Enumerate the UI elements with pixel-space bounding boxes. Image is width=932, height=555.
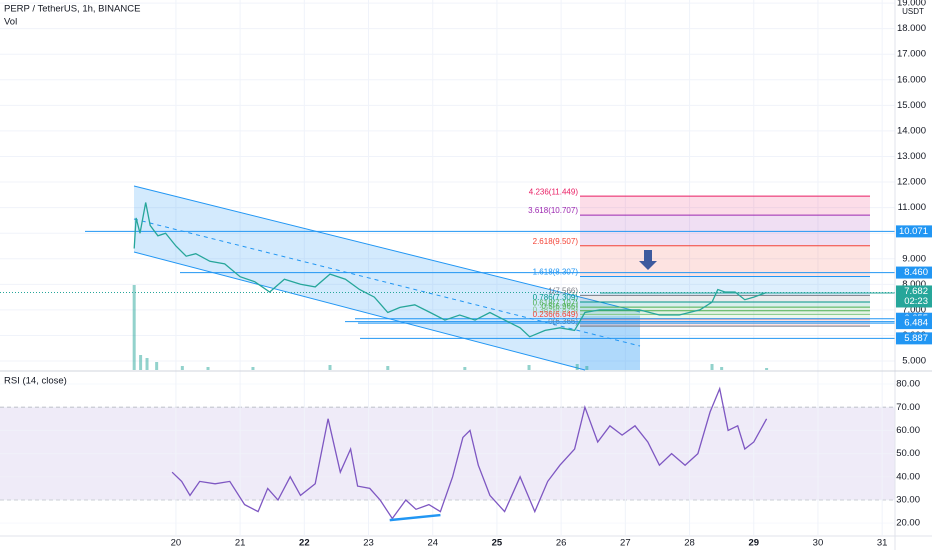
volume-bar xyxy=(155,362,159,370)
rsi-label: RSI (14, close) xyxy=(4,376,67,387)
x-tick-label: 23 xyxy=(363,538,374,549)
y-tick-label: 20.00 xyxy=(896,518,920,529)
level-label: 5.887 xyxy=(904,333,928,344)
level-badge xyxy=(896,266,932,279)
fib-zone xyxy=(580,318,870,327)
level-label: 10.071 xyxy=(899,226,928,237)
x-tick-label: 30 xyxy=(813,538,824,549)
fib-label: 2.618(9.507) xyxy=(533,237,579,246)
y-tick-label: 18.000 xyxy=(897,23,926,34)
countdown-label: 02:23 xyxy=(904,296,928,307)
y-tick-label: 11.000 xyxy=(898,202,926,213)
divergence-line xyxy=(389,513,441,522)
volume-bar xyxy=(710,364,714,370)
y-tick-label: 80.00 xyxy=(896,379,920,390)
fib-label: 0.382(6.825) xyxy=(533,305,579,314)
volume-label: Vol xyxy=(4,17,17,28)
y-tick-label: 19.000 xyxy=(897,0,926,9)
channel-top xyxy=(133,185,641,313)
fib-label: 0.618(7.107) xyxy=(533,298,579,307)
y-tick-label: 8.000 xyxy=(902,279,926,290)
fib-label: 4.236(11.449) xyxy=(529,187,579,196)
channel-bottom xyxy=(133,251,586,371)
y-tick-label: 50.00 xyxy=(896,448,920,459)
level-badge xyxy=(896,317,932,330)
volume-bar xyxy=(720,367,724,370)
volume-bar xyxy=(145,358,149,370)
y-tick-label: 17.000 xyxy=(897,49,926,60)
volume-bar xyxy=(386,366,390,370)
fib-label: 0.5(6.966) xyxy=(542,302,579,311)
volume-bar xyxy=(206,367,210,370)
volume-bar xyxy=(585,366,589,370)
y-tick-label: 7.000 xyxy=(902,304,926,315)
y-tick-label: 40.00 xyxy=(896,471,920,482)
fib-zone xyxy=(580,196,870,216)
fib-zone xyxy=(580,245,870,277)
rsi-line xyxy=(171,386,768,520)
plot-area: 4.236(11.449)3.618(10.707)2.618(9.507)1.… xyxy=(0,0,895,535)
x-tick-label: 24 xyxy=(427,538,438,549)
y-tick-label: 60.00 xyxy=(896,425,920,436)
volume-bar xyxy=(765,368,769,370)
fib-zone xyxy=(580,307,870,311)
fib-zone xyxy=(580,314,870,319)
x-tick-label: 20 xyxy=(171,538,182,549)
volume-bar xyxy=(139,355,143,370)
fib-zone xyxy=(580,310,870,315)
price-line xyxy=(133,202,767,338)
down-arrow xyxy=(639,250,657,270)
x-tick-label: 29 xyxy=(748,538,759,549)
x-tick-label: 28 xyxy=(684,538,695,549)
y-tick-label: 15.000 xyxy=(897,100,926,111)
symbol-title: PERP / TetherUS, 1h, BINANCE xyxy=(4,4,140,15)
y-tick-label: 5.000 xyxy=(902,356,926,367)
currency-label: USDT xyxy=(902,7,924,16)
y-tick-label: 30.00 xyxy=(896,495,920,506)
volume-bar xyxy=(527,365,531,370)
current-price-label: 7.682 xyxy=(904,286,928,297)
y-tick-label: 9.000 xyxy=(902,253,926,264)
y-tick-label: 16.000 xyxy=(897,74,926,85)
current-price-badge xyxy=(896,285,932,308)
y-tick-label: 13.000 xyxy=(897,151,926,162)
y-tick-label: 12.000 xyxy=(897,177,926,188)
level-label: 6.484 xyxy=(904,318,928,329)
projection-box xyxy=(580,316,640,370)
x-tick-label: 22 xyxy=(299,538,310,549)
x-tick-label: 27 xyxy=(620,538,631,549)
level-badge xyxy=(896,225,932,238)
x-tick-label: 21 xyxy=(235,538,246,549)
channel-mid xyxy=(133,218,641,347)
volume-bar xyxy=(132,285,136,370)
y-tick-label: 70.00 xyxy=(896,402,920,413)
fib-label: 1(7.566) xyxy=(548,287,578,296)
fib-label: 0.786(7.309) xyxy=(533,293,579,302)
y-tick-label: 14.000 xyxy=(897,125,926,136)
x-tick-label: 26 xyxy=(556,538,567,549)
volume-bar xyxy=(251,367,255,370)
x-tick-label: 25 xyxy=(492,538,503,549)
fib-zone xyxy=(580,302,870,308)
volume-bar xyxy=(463,367,467,370)
fib-label: 3.618(10.707) xyxy=(528,206,578,215)
volume-bar xyxy=(328,365,332,370)
level-label: 8.460 xyxy=(904,267,928,278)
level-badge xyxy=(896,332,932,345)
volume-bar xyxy=(575,364,579,370)
fib-zone xyxy=(580,215,870,246)
volume-bar xyxy=(180,366,184,370)
fib-label: 0.236(6.649) xyxy=(533,310,579,319)
x-tick-label: 31 xyxy=(877,538,888,549)
fib-zone xyxy=(580,276,870,296)
fib-zone xyxy=(580,295,870,303)
